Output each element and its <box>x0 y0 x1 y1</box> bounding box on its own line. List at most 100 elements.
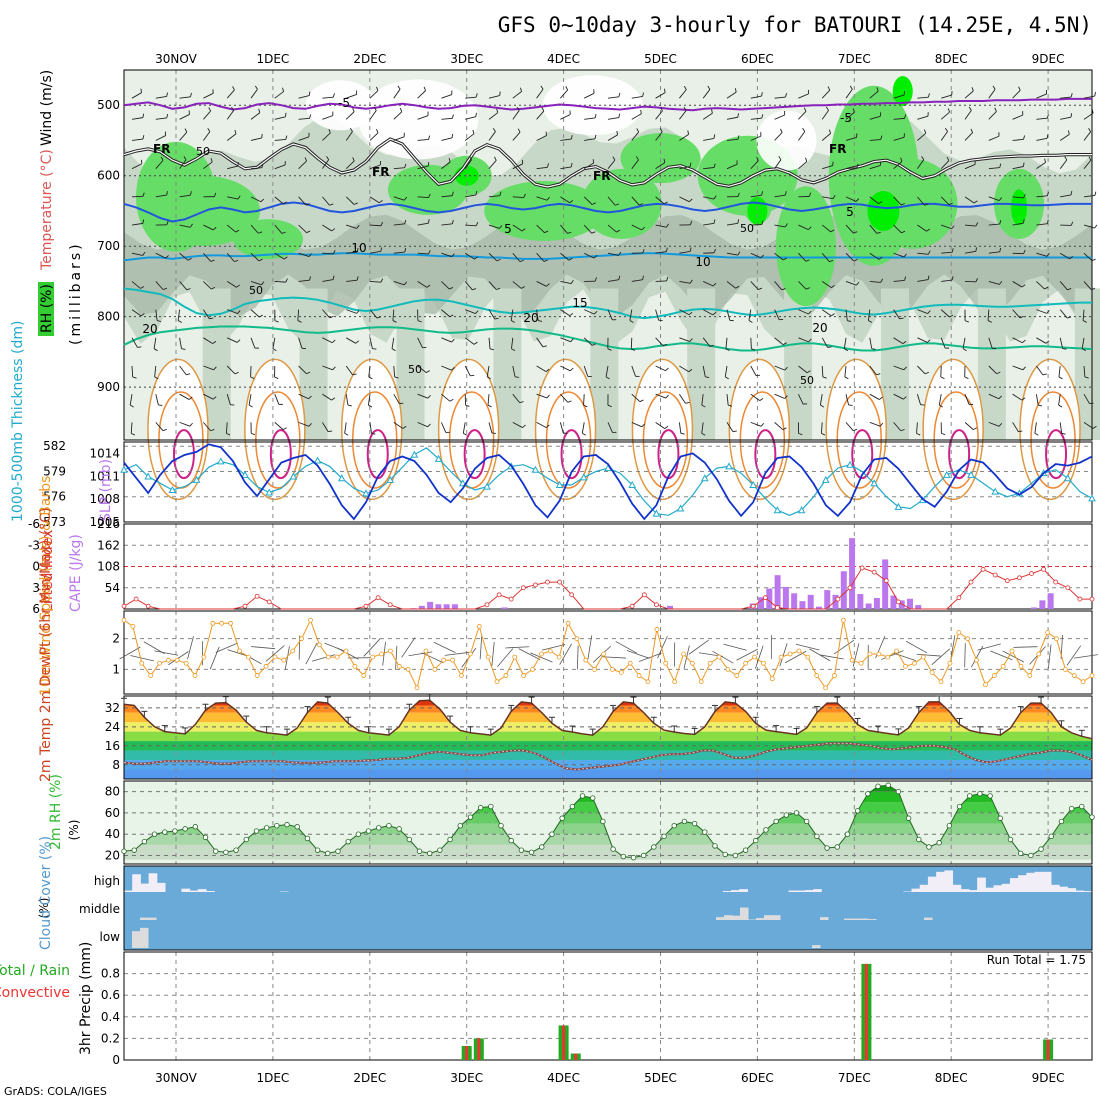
wind-speed-marker <box>716 654 722 660</box>
surface-wind-barb <box>209 646 220 670</box>
temperature-axis-label: Temperature (°C) <box>39 149 55 271</box>
wind-barb <box>155 194 167 198</box>
wind-barb <box>726 394 729 406</box>
lifted-index-marker <box>1029 571 1034 576</box>
wind-barb <box>179 393 190 400</box>
wind-barb-flag <box>759 398 764 401</box>
wind-speed-marker <box>1018 663 1024 669</box>
chart-title: GFS 0~10day 3-hourly for BATOURI (14.25E… <box>498 13 1092 37</box>
wind-barb-flag <box>376 86 379 91</box>
wind-barb-flag <box>713 219 716 224</box>
wind-barb <box>464 252 475 260</box>
wind-barb <box>226 133 237 141</box>
wind-barb-flag <box>309 114 312 119</box>
cape-bar <box>1031 607 1038 609</box>
wind-barb-flag <box>951 248 954 253</box>
wind-barb-flag <box>591 343 596 346</box>
wind-barb <box>988 365 997 375</box>
wind-barb <box>917 309 928 314</box>
wind-barb-flag <box>391 348 396 352</box>
wind-barb-flag <box>876 87 879 92</box>
wind-barb-flag <box>368 376 373 380</box>
lifted-index-marker <box>641 592 647 598</box>
wind-barb <box>845 88 853 99</box>
wind-speed-marker <box>983 682 988 688</box>
wind-barb <box>631 393 641 403</box>
wind-barb-flag <box>808 310 812 315</box>
wind-barb-flag <box>1021 397 1026 401</box>
rh2m-marker <box>325 850 331 857</box>
wind-barb <box>536 110 545 120</box>
cape-bar <box>824 590 831 609</box>
cloud-bar-high <box>156 882 166 892</box>
wind-barb-flag <box>428 135 431 140</box>
cloud-bar-high <box>739 889 748 892</box>
isotherm-label: -5 <box>338 96 350 110</box>
temp-band <box>124 769 1092 779</box>
millibars-axis-label: (millibars) <box>68 241 84 345</box>
wind-barb-flag <box>758 287 763 290</box>
wind-barb-flag <box>352 107 355 112</box>
wind-barb-flag <box>547 163 549 168</box>
wind-barb-flag <box>487 376 491 380</box>
wind-barb-flag <box>1022 219 1025 224</box>
wind-barb <box>393 422 404 429</box>
freezing-level-line-inner <box>123 138 1092 188</box>
wind-speed-marker <box>769 676 775 682</box>
wind-barb-flag <box>820 404 825 408</box>
wind-barb <box>1081 337 1085 349</box>
wind-barb-flag <box>642 92 644 97</box>
wind-barb-flag <box>1081 348 1086 352</box>
wind-barb-flag <box>376 316 381 319</box>
wind-barb-flag <box>1023 194 1026 199</box>
lifted-index-marker <box>883 578 889 584</box>
wind-barb <box>726 422 734 432</box>
wind-barb-flag <box>975 222 979 227</box>
wind-barb-flag <box>496 287 501 291</box>
wind-barb-flag <box>825 106 829 111</box>
wind10m-panel: 12 <box>112 610 1098 695</box>
wind-barb <box>1082 309 1085 321</box>
wind-barb-flag <box>642 249 645 254</box>
wind-speed-marker <box>290 648 296 654</box>
wind-barb-flag <box>451 191 454 196</box>
rh2m-marker <box>355 831 362 837</box>
isotherm-25-bulb <box>437 358 500 501</box>
wind-barb-flag <box>1034 432 1039 436</box>
isotherm-25-bulb <box>147 358 209 501</box>
lifted-index-marker <box>496 592 502 598</box>
wind-barb <box>131 163 143 170</box>
cloud-bar-middle <box>820 917 829 920</box>
wind-barb <box>131 365 134 378</box>
rh-saturated-area <box>867 190 900 231</box>
wind-barb-flag <box>832 195 836 199</box>
pressure-tick-label: 600 <box>97 169 120 183</box>
rh2m-marker <box>600 818 606 825</box>
surface-wind-barb <box>479 635 483 660</box>
wind-barb <box>179 337 182 349</box>
wind-barb <box>893 136 905 141</box>
cloud-bar-high <box>197 889 207 892</box>
wind-barb <box>629 309 633 321</box>
wind-barb <box>393 167 405 170</box>
wind-barb-flag <box>353 202 358 205</box>
wind-barb <box>488 131 496 141</box>
surface-wind-barb <box>284 646 290 670</box>
wind-barb-flag <box>904 276 907 281</box>
rh-moist-area <box>233 219 304 260</box>
wind-barb-flag <box>356 248 359 253</box>
lifted-index-marker <box>980 566 986 572</box>
temp-tick-label: 16 <box>105 739 120 753</box>
wind-barb-flag <box>492 127 496 132</box>
rh2m-marker <box>1089 814 1095 820</box>
wind-barb-flag <box>1046 219 1049 224</box>
surface-wind-barb <box>712 650 734 664</box>
cape-bar <box>840 571 847 609</box>
wind-barb <box>940 309 950 318</box>
wind-barb-flag <box>998 395 1002 400</box>
wind-barb-flag <box>664 425 669 429</box>
wind-barb-flag <box>1062 348 1067 350</box>
surface-wind-barb <box>541 644 566 651</box>
surface-wind-barb <box>559 643 572 665</box>
wind-barb <box>748 309 752 321</box>
